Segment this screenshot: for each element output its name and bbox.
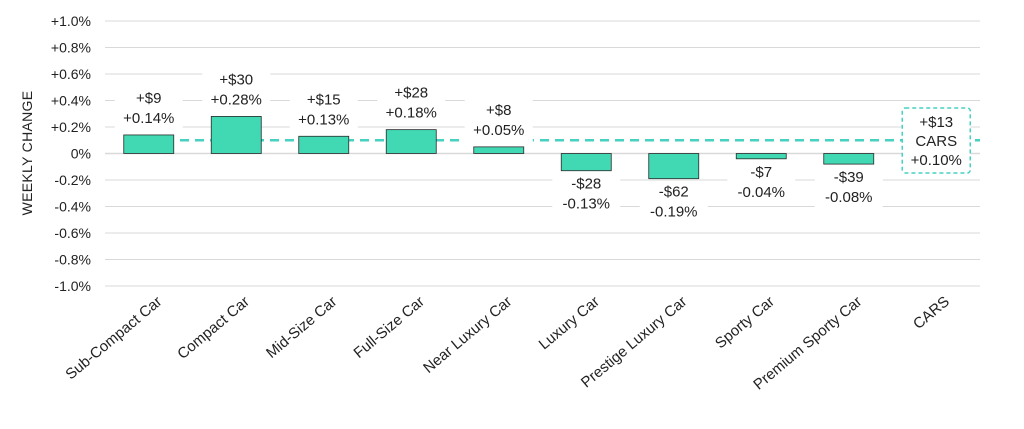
data-label-dollar: +$28 bbox=[394, 85, 428, 102]
bar bbox=[385, 129, 437, 154]
data-label-percent: +0.14% bbox=[123, 110, 174, 127]
category-label: Compact Car bbox=[174, 293, 253, 363]
summary-box bbox=[901, 107, 971, 174]
bar bbox=[123, 134, 175, 154]
data-label-dollar: -$28 bbox=[571, 176, 601, 193]
y-tick-label: -1.0% bbox=[54, 278, 91, 294]
data-label-background bbox=[114, 87, 183, 130]
category-label: Full-Size Car bbox=[350, 293, 427, 362]
data-label-percent: +0.13% bbox=[298, 111, 349, 128]
data-label-dollar: -$39 bbox=[834, 169, 864, 186]
bar bbox=[298, 135, 350, 154]
y-axis-title: WEEKLY CHANGE bbox=[19, 91, 35, 216]
bars-layer bbox=[123, 116, 875, 180]
data-label-background bbox=[814, 167, 883, 210]
summary-percent: +0.10% bbox=[911, 152, 962, 169]
data-label-dollar: +$30 bbox=[219, 71, 253, 88]
summary-name: CARS bbox=[915, 133, 957, 150]
data-label-percent: -0.19% bbox=[650, 204, 698, 221]
data-label-background bbox=[464, 99, 533, 142]
data-label-percent: -0.13% bbox=[562, 196, 610, 213]
y-tick-label: +1.0% bbox=[51, 13, 91, 29]
y-tick-label: +0.4% bbox=[51, 93, 91, 109]
y-tick-label: +0.2% bbox=[51, 119, 91, 135]
bar bbox=[735, 153, 787, 160]
y-axis-ticks: +1.0% +0.8% +0.6% +0.4% +0.2% 0% -0.2% -0.4% -0.… bbox=[51, 13, 91, 294]
data-label-background bbox=[727, 161, 796, 204]
data-label-percent: -0.04% bbox=[737, 184, 785, 201]
category-label: CARS bbox=[910, 293, 953, 333]
y-tick-label: +0.6% bbox=[51, 66, 91, 82]
y-tick-label: +0.8% bbox=[51, 40, 91, 56]
data-label-dollar: +$9 bbox=[136, 90, 161, 107]
category-label: Mid-Size Car bbox=[263, 293, 340, 362]
data-label-dollar: -$62 bbox=[659, 184, 689, 201]
y-tick-label: -0.4% bbox=[54, 199, 91, 215]
data-label-background bbox=[202, 69, 271, 112]
y-tick-label: -0.2% bbox=[54, 172, 91, 188]
y-tick-label: 0% bbox=[71, 146, 91, 162]
bar bbox=[560, 153, 612, 172]
data-label-percent: +0.05% bbox=[473, 122, 524, 139]
data-label-background bbox=[639, 181, 708, 224]
data-label-percent: -0.08% bbox=[825, 189, 873, 206]
category-label: Near Luxury Car bbox=[420, 293, 515, 377]
data-label-percent: +0.28% bbox=[211, 91, 262, 108]
bar bbox=[823, 153, 875, 165]
category-label: Luxury Car bbox=[536, 293, 603, 353]
bar bbox=[473, 146, 525, 154]
summary-box-layer: +$13 CARS +0.10% bbox=[901, 107, 971, 174]
bar bbox=[648, 153, 700, 180]
data-label-background bbox=[552, 173, 621, 216]
data-label-background bbox=[289, 89, 358, 132]
data-label-background bbox=[377, 82, 446, 125]
data-labels-layer: +$9 +0.14% +$30 +0.28% +$15 +0.13% +$28 +0.18% +… bbox=[114, 69, 883, 224]
bar bbox=[210, 116, 262, 154]
summary-dollar: +$13 bbox=[919, 114, 953, 131]
data-label-percent: +0.18% bbox=[386, 105, 437, 122]
data-label-dollar: +$8 bbox=[486, 102, 511, 119]
data-label-dollar: +$15 bbox=[307, 91, 341, 108]
data-label-dollar: -$7 bbox=[750, 164, 772, 181]
y-tick-label: -0.6% bbox=[54, 225, 91, 241]
category-label: Sub-Compact Car bbox=[62, 293, 165, 383]
category-labels-layer: Sub-Compact Car Compact Car Mid-Size Car Fu… bbox=[62, 293, 952, 393]
y-tick-label: -0.8% bbox=[54, 252, 91, 268]
category-label: Sporty Car bbox=[712, 293, 778, 352]
